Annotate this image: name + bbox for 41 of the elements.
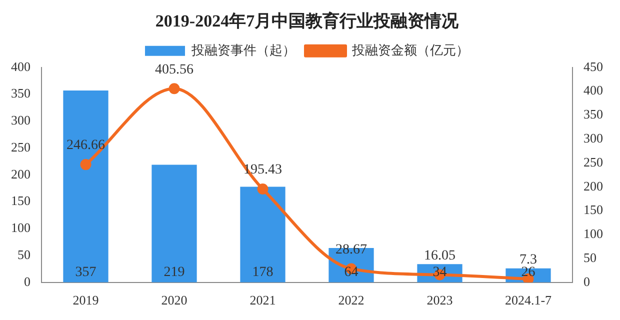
y-tick-label: 350	[11, 86, 30, 101]
point	[168, 83, 180, 94]
y-tick-label: 50	[18, 246, 30, 262]
y2-tick-label: 200	[584, 178, 603, 194]
legend-label: 投融资事件（起）	[190, 42, 296, 58]
y2-tick-label: 450	[584, 58, 603, 74]
y-tick-label: 0	[24, 274, 30, 289]
y2-tick-label: 100	[584, 226, 603, 242]
y2-tick-label: 150	[584, 202, 603, 218]
chart-title: 2019-2024年7月中国教育行业投融资情况	[155, 10, 460, 31]
y-tick-label: 250	[11, 139, 30, 154]
x-tick-label: 2023	[426, 292, 453, 308]
data-label: 357	[75, 265, 96, 280]
x-tick-label: 2021	[250, 292, 276, 308]
y-tick-label: 100	[11, 220, 30, 236]
y2-tick-label: 0	[584, 274, 590, 289]
x-tick-label: 2020	[161, 292, 188, 308]
data-label: 246.66	[66, 138, 105, 154]
x-tick-label: 2024.1-7	[504, 292, 552, 308]
y-tick-label: 200	[11, 166, 30, 182]
data-label: 7.3	[520, 252, 537, 268]
x-tick-label: 2019	[72, 292, 99, 308]
bar	[152, 164, 197, 282]
y2-tick-label: 250	[584, 154, 603, 170]
data-label: 178	[252, 265, 274, 280]
y2-tick-label: 50	[584, 250, 596, 265]
y2-tick-label: 400	[584, 82, 603, 98]
legend-label: 投融资金额（亿元）	[351, 42, 469, 58]
y2-tick-label: 350	[584, 106, 603, 122]
bar	[63, 90, 108, 282]
y2-tick-label: 300	[584, 130, 603, 146]
bar	[240, 186, 286, 282]
point	[257, 184, 268, 195]
point	[80, 159, 92, 170]
x-tick-label: 2022	[338, 292, 364, 308]
y-tick-label: 400	[11, 58, 30, 74]
y-tick-label: 300	[11, 112, 30, 128]
data-label: 16.05	[424, 248, 456, 264]
data-label: 219	[164, 265, 185, 280]
y-tick-label: 150	[11, 193, 30, 208]
data-label: 405.56	[155, 62, 194, 78]
